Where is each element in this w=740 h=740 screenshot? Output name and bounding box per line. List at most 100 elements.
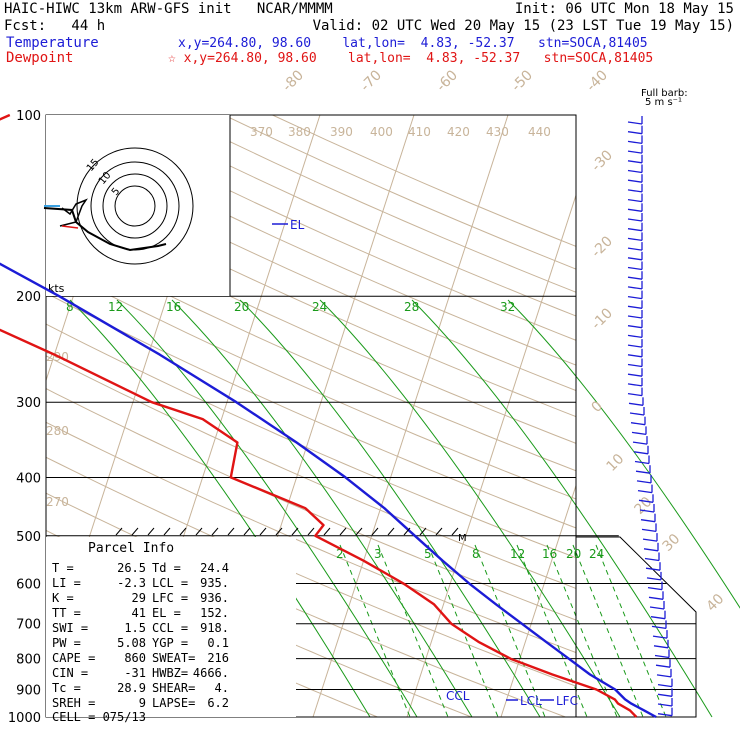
wind-barb-shaft <box>651 625 667 630</box>
dewpoint-location-info: ☆ x,y=264.80, 98.60 lat,lon= 4.83, -52.3… <box>168 51 654 66</box>
mixing-ratio-line <box>239 299 541 718</box>
mixing-ratio-tick-label: 2 <box>336 547 344 561</box>
isotherm-tick-label: -20 <box>589 233 616 260</box>
mixing-ratio-line <box>411 299 713 718</box>
sounding-series: M <box>0 113 657 719</box>
wind-barb-shaft <box>630 422 646 426</box>
wind-barb-shaft <box>647 586 663 591</box>
isotherm-tick-label: -50 <box>509 67 536 94</box>
parcel-row-value: 1.5 <box>124 621 146 635</box>
wind-barb-shaft <box>627 121 643 125</box>
hodograph-ring <box>76 147 194 265</box>
mixing-ratio-tick-label: 16 <box>542 547 557 561</box>
isotherm-tick-label: -10 <box>589 305 616 332</box>
freezing-level-hatch <box>403 527 411 536</box>
wind-barb-shaft <box>654 654 670 659</box>
mixing-ratio-tick-label: 16 <box>166 300 181 314</box>
pressure-tick-label: 900 <box>16 683 41 698</box>
isotherm-tick-label: -30 <box>589 147 616 174</box>
freezing-level-hatch <box>371 527 379 536</box>
hodograph-ring-label: 5 <box>110 186 123 198</box>
freezing-level-hatch <box>275 527 283 536</box>
wind-barb-shaft <box>627 169 643 174</box>
mixing-ratio-tick-label: 12 <box>510 547 525 561</box>
wind-barb-shaft <box>637 489 653 494</box>
wind-barb-shaft <box>627 344 643 348</box>
header-model-title: HAIC-HIWC 13km ARW-GFS init NCAR/MMMM <box>4 1 333 17</box>
wind-barb-shaft <box>627 354 643 358</box>
parcel-box-background <box>46 537 296 717</box>
mixing-ratio-tick-label: 8 <box>472 547 480 561</box>
hodograph-trace <box>43 207 167 252</box>
wind-barb-shaft <box>627 247 643 251</box>
parcel-row-value: 918. <box>200 621 229 635</box>
parcel-row-label: T = <box>52 561 74 575</box>
parcel-row-label: LFC = <box>152 591 188 605</box>
mixing-ratio-dashed-line <box>474 544 546 718</box>
parcel-row-label: EL = <box>152 606 181 620</box>
parcel-row-label: Tc = <box>52 681 81 695</box>
mixing-ratio-line <box>69 299 371 718</box>
series-line-dewpoint <box>0 113 638 718</box>
wind-barb-shaft <box>655 664 671 668</box>
isotherm-line <box>500 483 576 717</box>
mixing-ratio-dashed-line <box>595 544 667 718</box>
temperature-location-info: x,y=264.80, 98.60 lat,lon= 4.83, -52.37 … <box>178 36 648 51</box>
freezing-level-hatch <box>307 527 315 536</box>
parcel-row-value: 29 <box>132 591 146 605</box>
parcel-row-value: -31 <box>124 666 146 680</box>
parcel-row-label: TT = <box>52 606 81 620</box>
wind-barb-shaft <box>627 276 643 280</box>
isotherm-tick-label: -60 <box>434 67 461 94</box>
wind-barb-shaft <box>636 480 652 484</box>
dry-adiabat-line <box>46 262 576 500</box>
wind-barb-shaft <box>627 218 643 222</box>
wind-barb-shaft <box>634 460 650 465</box>
mixing-ratio-tick-label: 3 <box>374 547 382 561</box>
hodograph-ring <box>114 185 156 227</box>
wind-barb-shaft <box>645 567 661 571</box>
dry-adiabat-line <box>46 123 576 366</box>
mixing-ratio-line <box>171 299 473 718</box>
wind-barb-shaft <box>657 703 673 707</box>
parcel-row-label: CCL = <box>152 621 188 635</box>
pressure-tick-label: 800 <box>16 653 41 668</box>
parcel-row-value: 28.9 <box>117 681 146 695</box>
dry-adiabat-line <box>272 115 576 247</box>
mixing-ratio-dashed-line <box>339 544 411 718</box>
freezing-level-hatch <box>227 527 235 536</box>
wind-barb-shaft <box>627 363 643 368</box>
wind-barb-shaft <box>639 509 655 513</box>
freezing-level-hatch <box>147 527 155 536</box>
parcel-row-label: HWBZ= <box>152 666 188 680</box>
parcel-row-label: PW = <box>52 636 81 650</box>
wind-barb-shaft <box>627 305 643 309</box>
parcel-row-label: LCL = <box>152 576 188 590</box>
mixing-ratio-dashed-line <box>377 544 449 718</box>
wind-barb-shaft <box>642 538 658 542</box>
wind-barb-shaft <box>632 441 648 445</box>
wind-barb-shaft <box>657 683 673 688</box>
theta-side-label: 270 <box>46 495 69 509</box>
header-init-time: Init: 06 UTC Mon 18 May 15 <box>514 1 734 17</box>
wind-barb-shaft <box>627 179 643 183</box>
freezing-level-hatch <box>387 527 395 536</box>
hodograph-background <box>46 115 230 296</box>
hodograph-units-label: kts <box>48 282 65 295</box>
barb-legend-title: Full barb: <box>641 88 688 99</box>
mixing-ratio-tick-label: 8 <box>66 300 74 314</box>
wind-barb-shaft <box>648 596 664 600</box>
wind-barb-shaft <box>627 208 643 212</box>
wind-barb-shaft <box>627 295 643 300</box>
mixing-ratio-dashed-line <box>572 544 644 718</box>
mixing-ratio-tick-label: 32 <box>500 300 515 314</box>
wind-barb-shaft <box>627 198 643 203</box>
parcel-500-marker: M <box>458 533 467 544</box>
theta-tick-label: 420 <box>447 125 470 139</box>
parcel-row-value: 24.4 <box>200 561 229 575</box>
mixing-ratio-tick-label: 20 <box>566 547 581 561</box>
freezing-level-hatch <box>323 527 331 536</box>
dry-adiabat-line <box>46 233 576 472</box>
parcel-info-box: Parcel Info T = 26.5 Td = 24.4 LI = -2.3 LCL = 9… <box>46 537 296 724</box>
